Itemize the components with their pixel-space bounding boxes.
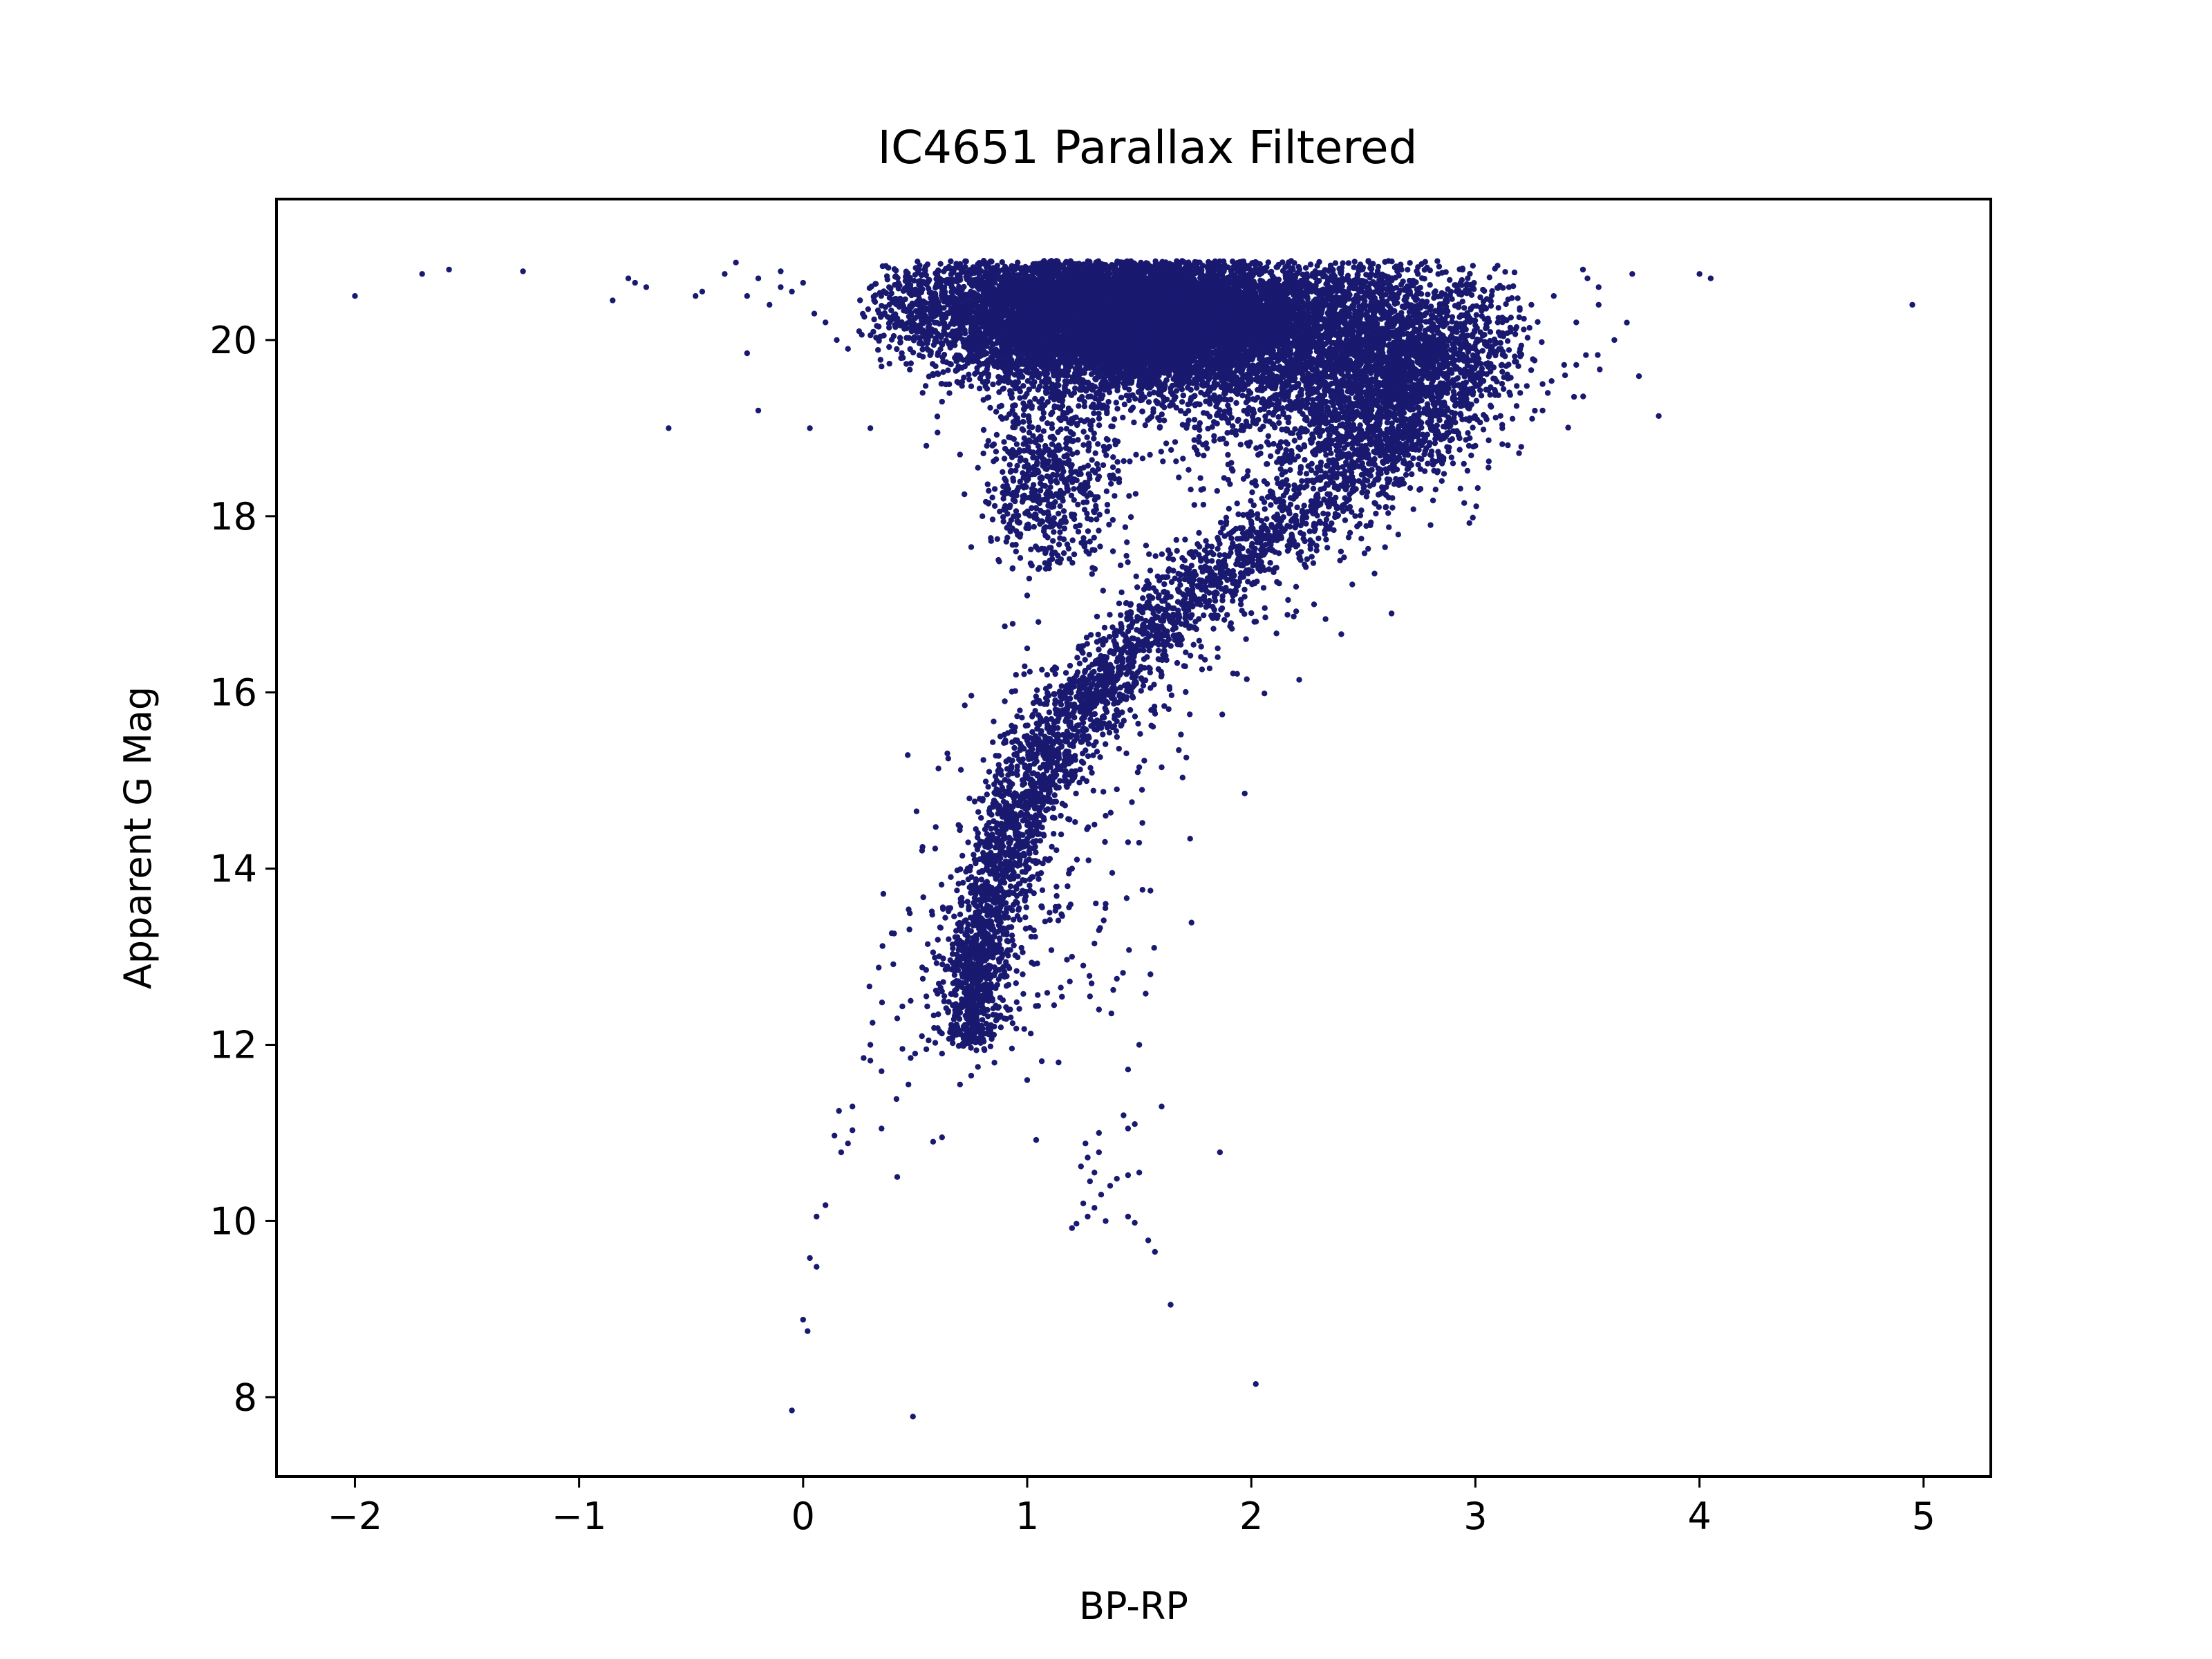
data-point	[934, 413, 941, 420]
data-point	[961, 374, 967, 381]
data-point	[998, 402, 1005, 409]
data-point	[941, 351, 948, 358]
data-point	[1142, 422, 1149, 429]
data-point	[966, 371, 972, 377]
chart-title: IC4651 Parallax Filtered	[877, 121, 1417, 174]
data-point	[1150, 406, 1156, 412]
data-point	[1043, 390, 1049, 396]
data-point	[990, 381, 996, 388]
data-point	[1114, 387, 1121, 394]
data-point	[1179, 399, 1185, 405]
data-point	[945, 367, 951, 373]
data-point	[1188, 386, 1194, 393]
data-point	[1011, 402, 1018, 409]
data-point	[996, 389, 1002, 395]
data-point	[968, 383, 975, 389]
data-point	[1113, 400, 1120, 406]
data-point	[946, 390, 953, 396]
data-point	[1121, 401, 1128, 408]
data-point	[919, 390, 926, 396]
data-point	[1118, 395, 1125, 401]
data-point	[1114, 406, 1121, 412]
data-point	[911, 277, 917, 284]
data-point	[966, 376, 973, 383]
data-point	[987, 404, 993, 411]
data-point	[1146, 391, 1153, 397]
data-point	[1159, 411, 1165, 418]
data-point	[940, 369, 946, 375]
data-point	[922, 383, 929, 389]
data-point	[1145, 399, 1152, 405]
data-point	[1085, 393, 1091, 400]
data-points	[352, 258, 1915, 1420]
